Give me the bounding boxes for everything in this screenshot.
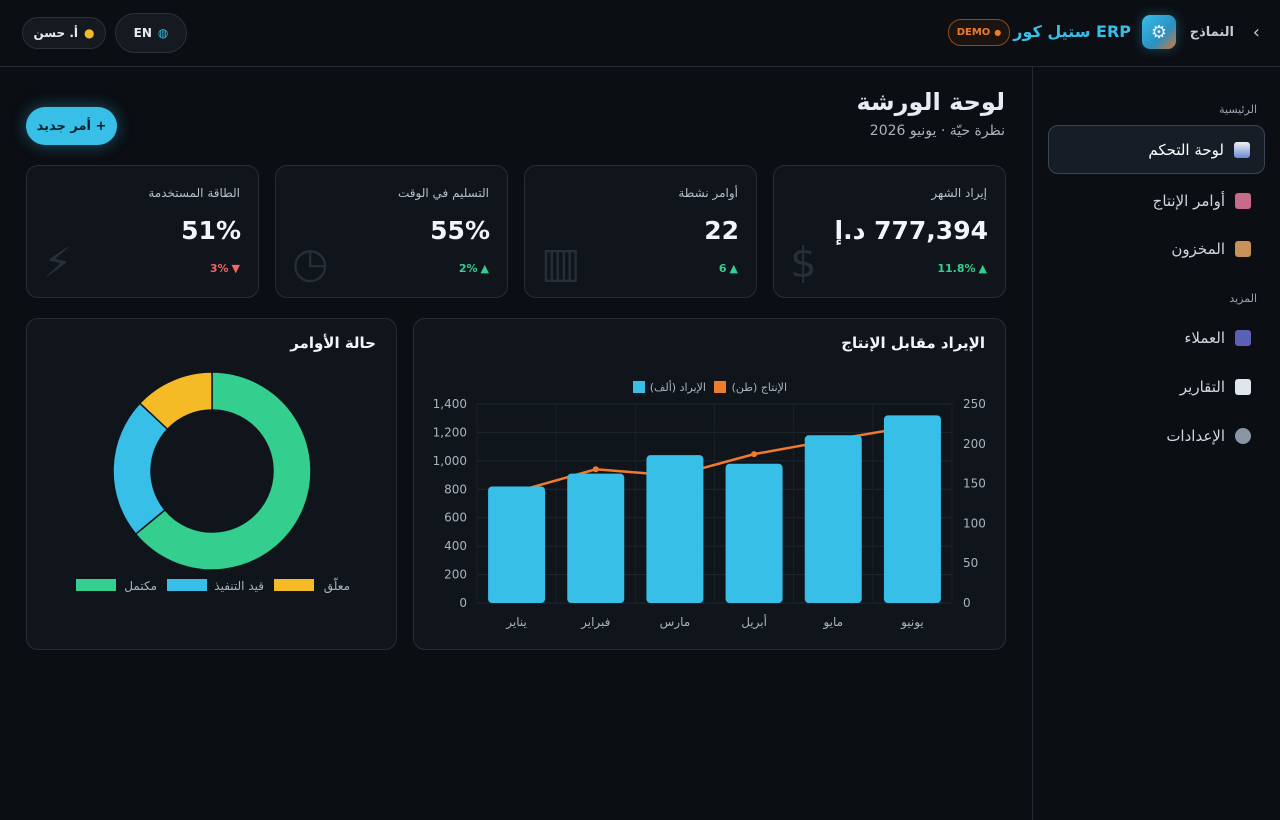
section-title: المزيد bbox=[1229, 292, 1257, 305]
back-chevron[interactable]: ‹ bbox=[1252, 22, 1260, 43]
legend-swatch bbox=[76, 579, 116, 591]
nav-label: العملاء bbox=[1184, 328, 1225, 347]
legend-label: مكتمل bbox=[124, 579, 157, 593]
bar bbox=[725, 463, 783, 603]
legend-label: قيد التنفيذ bbox=[214, 579, 264, 593]
x-tick-label: مايو bbox=[822, 615, 843, 630]
legend-swatch bbox=[167, 579, 207, 591]
y-tick-label: 1,200 bbox=[433, 425, 467, 439]
brand: ستيل كور ERP bbox=[1013, 22, 1131, 41]
bar bbox=[488, 486, 546, 603]
nav-label: الإعدادات bbox=[1166, 426, 1225, 445]
badge-text: DEMO bbox=[956, 27, 991, 38]
new-order-button[interactable]: + أمر جديد bbox=[26, 107, 117, 145]
nav-item[interactable]: أوامر الإنتاج bbox=[1048, 176, 1265, 225]
x-tick-label: يونيو bbox=[900, 615, 924, 630]
y2-tick-label: 250 bbox=[963, 397, 986, 411]
nav-item[interactable]: الإعدادات bbox=[1048, 411, 1265, 460]
kpi-value: 55% bbox=[430, 216, 490, 245]
demo-badge: DEMO ● bbox=[948, 19, 1010, 46]
doughnut-slice bbox=[112, 402, 169, 536]
kpi-delta: 11.8% bbox=[937, 262, 976, 275]
kpi-card: التسليم في الوقت 55% 2% ▲ ◷ bbox=[275, 165, 508, 298]
y-tick-label: 0 bbox=[459, 596, 467, 610]
y2-tick-label: 150 bbox=[963, 477, 986, 491]
nav-item[interactable]: لوحة التحكم bbox=[1048, 125, 1265, 174]
language: EN bbox=[133, 26, 152, 40]
doughnut-slice bbox=[134, 371, 312, 571]
kpi-card: إيراد الشهر 777,394 د.إ 11.8% ▲ $ bbox=[773, 165, 1006, 298]
kpi-label: التسليم في الوقت bbox=[398, 186, 489, 200]
page-subtitle: نظرة حيّة · يونيو 2026 bbox=[869, 123, 1005, 139]
y-tick-label: 200 bbox=[444, 568, 467, 582]
bar bbox=[883, 415, 941, 603]
chart-title: الإيراد مقابل الإنتاج bbox=[841, 334, 985, 352]
x-tick-label: فبراير bbox=[580, 615, 610, 630]
kpi-value: 51% bbox=[181, 216, 241, 245]
logo: ⚙ bbox=[1142, 15, 1176, 49]
user-name: أ. حسن bbox=[33, 26, 79, 40]
kpi-value: 777,394 د.إ bbox=[834, 216, 988, 245]
kpi-label: أوامر نشطة bbox=[678, 186, 738, 200]
page-title: لوحة الورشة bbox=[856, 88, 1005, 116]
legend-swatch bbox=[633, 381, 645, 393]
kpi-card: الطاقة المستخدمة 51% 3% ▼ ⚡ bbox=[26, 165, 259, 298]
kpi-icon: $ bbox=[790, 238, 817, 287]
y-tick-label: 600 bbox=[444, 511, 467, 525]
y2-tick-label: 200 bbox=[963, 437, 986, 451]
y-tick-label: 400 bbox=[444, 539, 467, 553]
doughnut-slice bbox=[138, 371, 213, 431]
kpi-delta: 6 bbox=[718, 262, 727, 275]
doughnut-chart: حالة الأوامر مكتمل قيد التنفيذ معلّق bbox=[76, 334, 376, 594]
kpi-icon: ◷ bbox=[292, 238, 329, 287]
line-point bbox=[751, 451, 758, 458]
y2-tick-label: 0 bbox=[963, 596, 971, 610]
legend-label: الإنتاج (طن) bbox=[732, 381, 787, 394]
y-tick-label: 800 bbox=[444, 482, 467, 496]
kpi-icon: ▥ bbox=[541, 238, 581, 287]
chart-card: الإيراد مقابل الإنتاج 0 200 400 600 800 1,000… bbox=[413, 318, 1006, 650]
breadcrumb[interactable]: النماذج bbox=[1189, 25, 1234, 40]
line-point bbox=[592, 466, 599, 473]
y2-tick-label: 50 bbox=[963, 556, 978, 570]
legend-swatch bbox=[714, 381, 726, 393]
bar bbox=[646, 455, 704, 603]
chart-title: حالة الأوامر bbox=[289, 334, 376, 352]
sidebar: الرئيسية لوحة التحكم أوامر الإنتاج المخز… bbox=[1032, 67, 1280, 820]
user-menu[interactable]: ● أ. حسن bbox=[22, 17, 106, 49]
nav-label: أوامر الإنتاج bbox=[1152, 191, 1225, 210]
bar bbox=[804, 435, 862, 603]
legend-label: معلّق bbox=[324, 576, 350, 594]
kpi-delta: 2% bbox=[458, 262, 478, 275]
nav-label: المخزون bbox=[1171, 239, 1225, 258]
nav-label: لوحة التحكم bbox=[1148, 140, 1224, 159]
x-tick-label: أبريل bbox=[741, 614, 767, 630]
combo-chart: الإيراد مقابل الإنتاج 0 200 400 600 800 1,000… bbox=[433, 334, 986, 630]
nav-item[interactable]: العملاء bbox=[1048, 313, 1265, 362]
legend-swatch bbox=[274, 579, 314, 591]
kpi-icon: ⚡ bbox=[43, 238, 73, 287]
kpi-delta: 3% bbox=[209, 262, 229, 275]
section-title: الرئيسية bbox=[1219, 103, 1257, 116]
kpi-label: الطاقة المستخدمة bbox=[148, 186, 240, 200]
bar bbox=[567, 473, 625, 603]
nav-item[interactable]: المخزون bbox=[1048, 224, 1265, 273]
x-tick-label: يناير bbox=[505, 615, 527, 630]
legend-label: الإيراد (ألف) bbox=[650, 380, 706, 394]
x-tick-label: مارس bbox=[660, 615, 691, 630]
nav-label: التقارير bbox=[1179, 377, 1225, 396]
language-toggle[interactable]: EN ◍ bbox=[115, 13, 187, 53]
kpi-label: إيراد الشهر bbox=[931, 186, 987, 200]
y-tick-label: 1,000 bbox=[433, 454, 467, 468]
chart-card: حالة الأوامر مكتمل قيد التنفيذ معلّق bbox=[26, 318, 397, 650]
nav-item[interactable]: التقارير bbox=[1048, 362, 1265, 411]
top-bar: ‹ النماذج ⚙ ستيل كور ERP DEMO ● EN ◍ ● أ. ح… bbox=[0, 0, 1280, 67]
kpi-card: أوامر نشطة 22 6 ▲ ▥ bbox=[524, 165, 757, 298]
y-tick-label: 1,400 bbox=[433, 397, 467, 411]
y2-tick-label: 100 bbox=[963, 516, 986, 530]
kpi-value: 22 bbox=[704, 216, 739, 245]
